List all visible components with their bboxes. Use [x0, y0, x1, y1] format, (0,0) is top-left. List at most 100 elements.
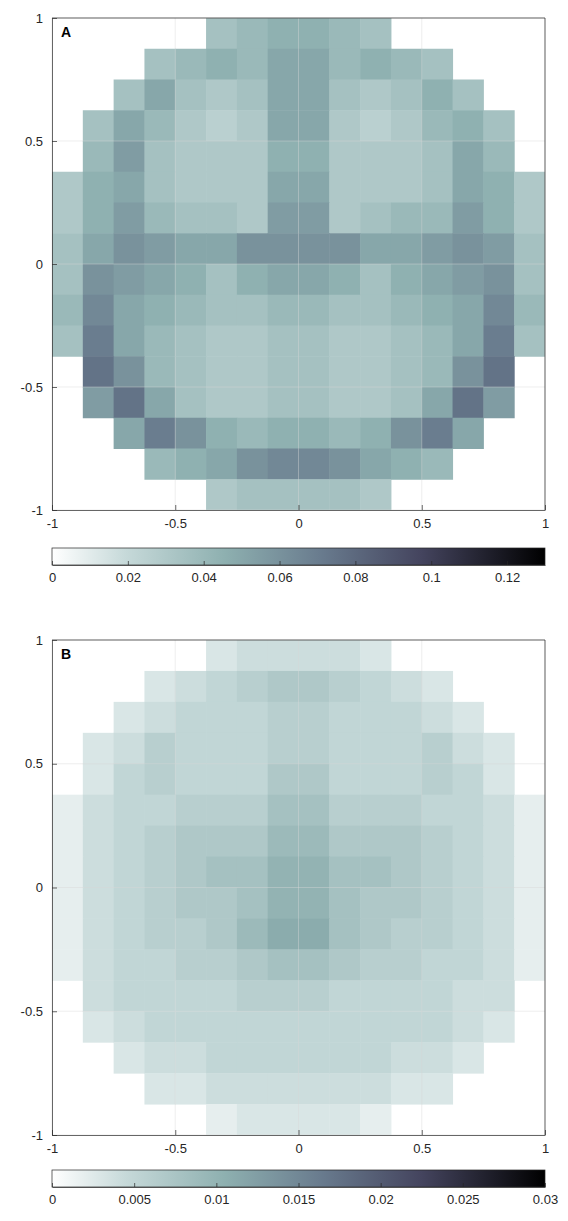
cell	[514, 795, 545, 826]
tick: 0.025	[447, 1183, 480, 1207]
tick-label: 1	[36, 633, 43, 648]
tick: 0.015	[283, 1183, 316, 1207]
colorbar-axis: 00.020.040.060.080.10.12	[49, 561, 546, 585]
frame	[52, 18, 545, 19]
cell	[299, 671, 330, 702]
cell	[83, 826, 114, 857]
cell	[83, 387, 114, 418]
cell	[237, 826, 268, 857]
cell	[175, 857, 206, 888]
tick-label: 0.04	[192, 570, 217, 585]
cell	[144, 110, 175, 141]
tick-mark	[175, 1130, 176, 1135]
cell	[422, 356, 453, 387]
cell	[422, 733, 453, 764]
cell	[453, 980, 484, 1011]
cell	[52, 326, 83, 357]
tick-label: 1	[542, 1141, 549, 1156]
frame	[545, 640, 546, 1135]
tick-label: 0.06	[267, 570, 292, 585]
grid-line	[52, 887, 545, 888]
cell	[268, 764, 299, 795]
cell	[360, 418, 391, 449]
cell	[422, 80, 453, 111]
grid-line	[52, 640, 545, 641]
cell	[144, 418, 175, 449]
cell	[360, 110, 391, 141]
cell	[299, 764, 330, 795]
cell	[514, 203, 545, 234]
tick: 0.06	[267, 561, 292, 585]
tick-label: 0	[36, 257, 43, 272]
cell	[268, 203, 299, 234]
cell	[175, 110, 206, 141]
cell	[175, 326, 206, 357]
cell	[391, 203, 422, 234]
cell	[144, 764, 175, 795]
cell	[144, 1042, 175, 1073]
cell	[206, 326, 237, 357]
cell	[206, 980, 237, 1011]
grid	[52, 18, 545, 510]
tick: -1	[31, 1128, 57, 1143]
cell	[114, 110, 145, 141]
cell	[514, 233, 545, 264]
cell	[268, 172, 299, 203]
cell	[360, 980, 391, 1011]
cell	[422, 326, 453, 357]
cell	[483, 826, 514, 857]
cell	[237, 449, 268, 480]
cell	[514, 295, 545, 326]
tick-mark	[52, 1011, 57, 1012]
grid-line	[52, 387, 545, 388]
cell	[114, 918, 145, 949]
cell	[144, 356, 175, 387]
tick-mark	[545, 1130, 546, 1135]
cell	[360, 295, 391, 326]
cell	[268, 733, 299, 764]
cell	[360, 49, 391, 80]
cell	[144, 295, 175, 326]
cell	[114, 326, 145, 357]
cell	[144, 141, 175, 172]
cell	[114, 857, 145, 888]
cell	[391, 733, 422, 764]
cell	[453, 141, 484, 172]
cell	[483, 326, 514, 357]
cell	[391, 949, 422, 980]
tick: 0	[295, 505, 302, 531]
cell	[268, 888, 299, 919]
cell	[391, 141, 422, 172]
tick-mark	[299, 1183, 300, 1187]
cell	[206, 702, 237, 733]
cell	[52, 888, 83, 919]
cell	[483, 141, 514, 172]
cell	[175, 80, 206, 111]
cell	[299, 1104, 330, 1135]
cell	[268, 1073, 299, 1104]
cell	[453, 264, 484, 295]
cell	[391, 449, 422, 480]
cell	[175, 1073, 206, 1104]
cell	[52, 264, 83, 295]
cell	[391, 1011, 422, 1042]
cell	[206, 295, 237, 326]
colorbar	[52, 1170, 545, 1187]
tick-mark	[52, 264, 57, 265]
cell	[268, 918, 299, 949]
cell	[422, 141, 453, 172]
tick-mark	[545, 505, 546, 510]
cell	[175, 1042, 206, 1073]
cell	[175, 233, 206, 264]
cell	[299, 888, 330, 919]
cell	[483, 1011, 514, 1042]
cell	[483, 356, 514, 387]
tick-mark	[52, 1183, 53, 1187]
cell	[329, 888, 360, 919]
cell	[391, 764, 422, 795]
cell	[360, 1042, 391, 1073]
tick-mark	[299, 505, 300, 510]
tick-mark	[52, 1135, 57, 1136]
cell	[114, 356, 145, 387]
cell	[114, 295, 145, 326]
